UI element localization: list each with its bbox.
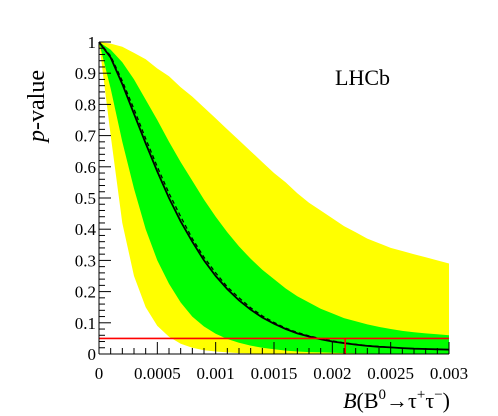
x-tick-label: 0.0025 bbox=[367, 364, 414, 383]
x-tick-label: 0.0005 bbox=[134, 364, 181, 383]
y-tick-label: 0 bbox=[88, 345, 97, 364]
x-axis-label-open: (B bbox=[357, 388, 379, 413]
x-axis-label-arrow: →τ bbox=[386, 388, 417, 413]
threshold-lines bbox=[99, 337, 449, 354]
y-tick-label: 0.5 bbox=[75, 189, 96, 208]
x-tick-label: 0.0015 bbox=[251, 364, 298, 383]
y-axis-label: p-value bbox=[24, 70, 50, 144]
axes bbox=[98, 41, 450, 355]
experiment-label: LHCb bbox=[335, 65, 390, 90]
y-tick-label: 0.9 bbox=[75, 64, 96, 83]
x-tick-labels: 0 0.0005 0.001 0.0015 0.002 0.0025 0.003 bbox=[95, 364, 468, 383]
y-tick-label: 0.2 bbox=[75, 283, 96, 302]
y-tick-labels: 0 0.1 0.2 0.3 0.4 0.5 0.6 0.7 0.8 0.9 1 bbox=[75, 33, 97, 364]
x-tick-label: 0.001 bbox=[197, 364, 235, 383]
band-1sigma bbox=[99, 42, 449, 354]
x-tick-label: 0.003 bbox=[430, 364, 468, 383]
x-axis-label-italic: B bbox=[343, 388, 356, 413]
x-axis-label-close: ) bbox=[443, 388, 450, 413]
x-axis-label-sup-plus: + bbox=[417, 387, 425, 403]
x-tick-label: 0 bbox=[95, 364, 104, 383]
y-tick-label: 0.7 bbox=[75, 127, 97, 146]
x-axis-label: B(B0→τ+τ−) bbox=[343, 387, 450, 413]
y-axis-label-italic: p bbox=[24, 130, 50, 144]
y-tick-label: 0.4 bbox=[75, 220, 97, 239]
y-tick-label: 0.3 bbox=[75, 251, 96, 270]
x-axis-label-sup0: 0 bbox=[379, 387, 387, 403]
y-tick-label: 0.1 bbox=[75, 314, 96, 333]
x-axis-label-sup-minus: − bbox=[434, 387, 442, 403]
x-axis-label-tau2: τ bbox=[425, 388, 434, 413]
y-axis-label-rest: -value bbox=[24, 70, 50, 130]
x-tick-label: 0.002 bbox=[313, 364, 351, 383]
confidence-bands bbox=[99, 42, 449, 354]
y-tick-label: 0.6 bbox=[75, 158, 96, 177]
y-tick-label: 0.8 bbox=[75, 95, 96, 114]
y-tick-label: 1 bbox=[88, 33, 97, 52]
